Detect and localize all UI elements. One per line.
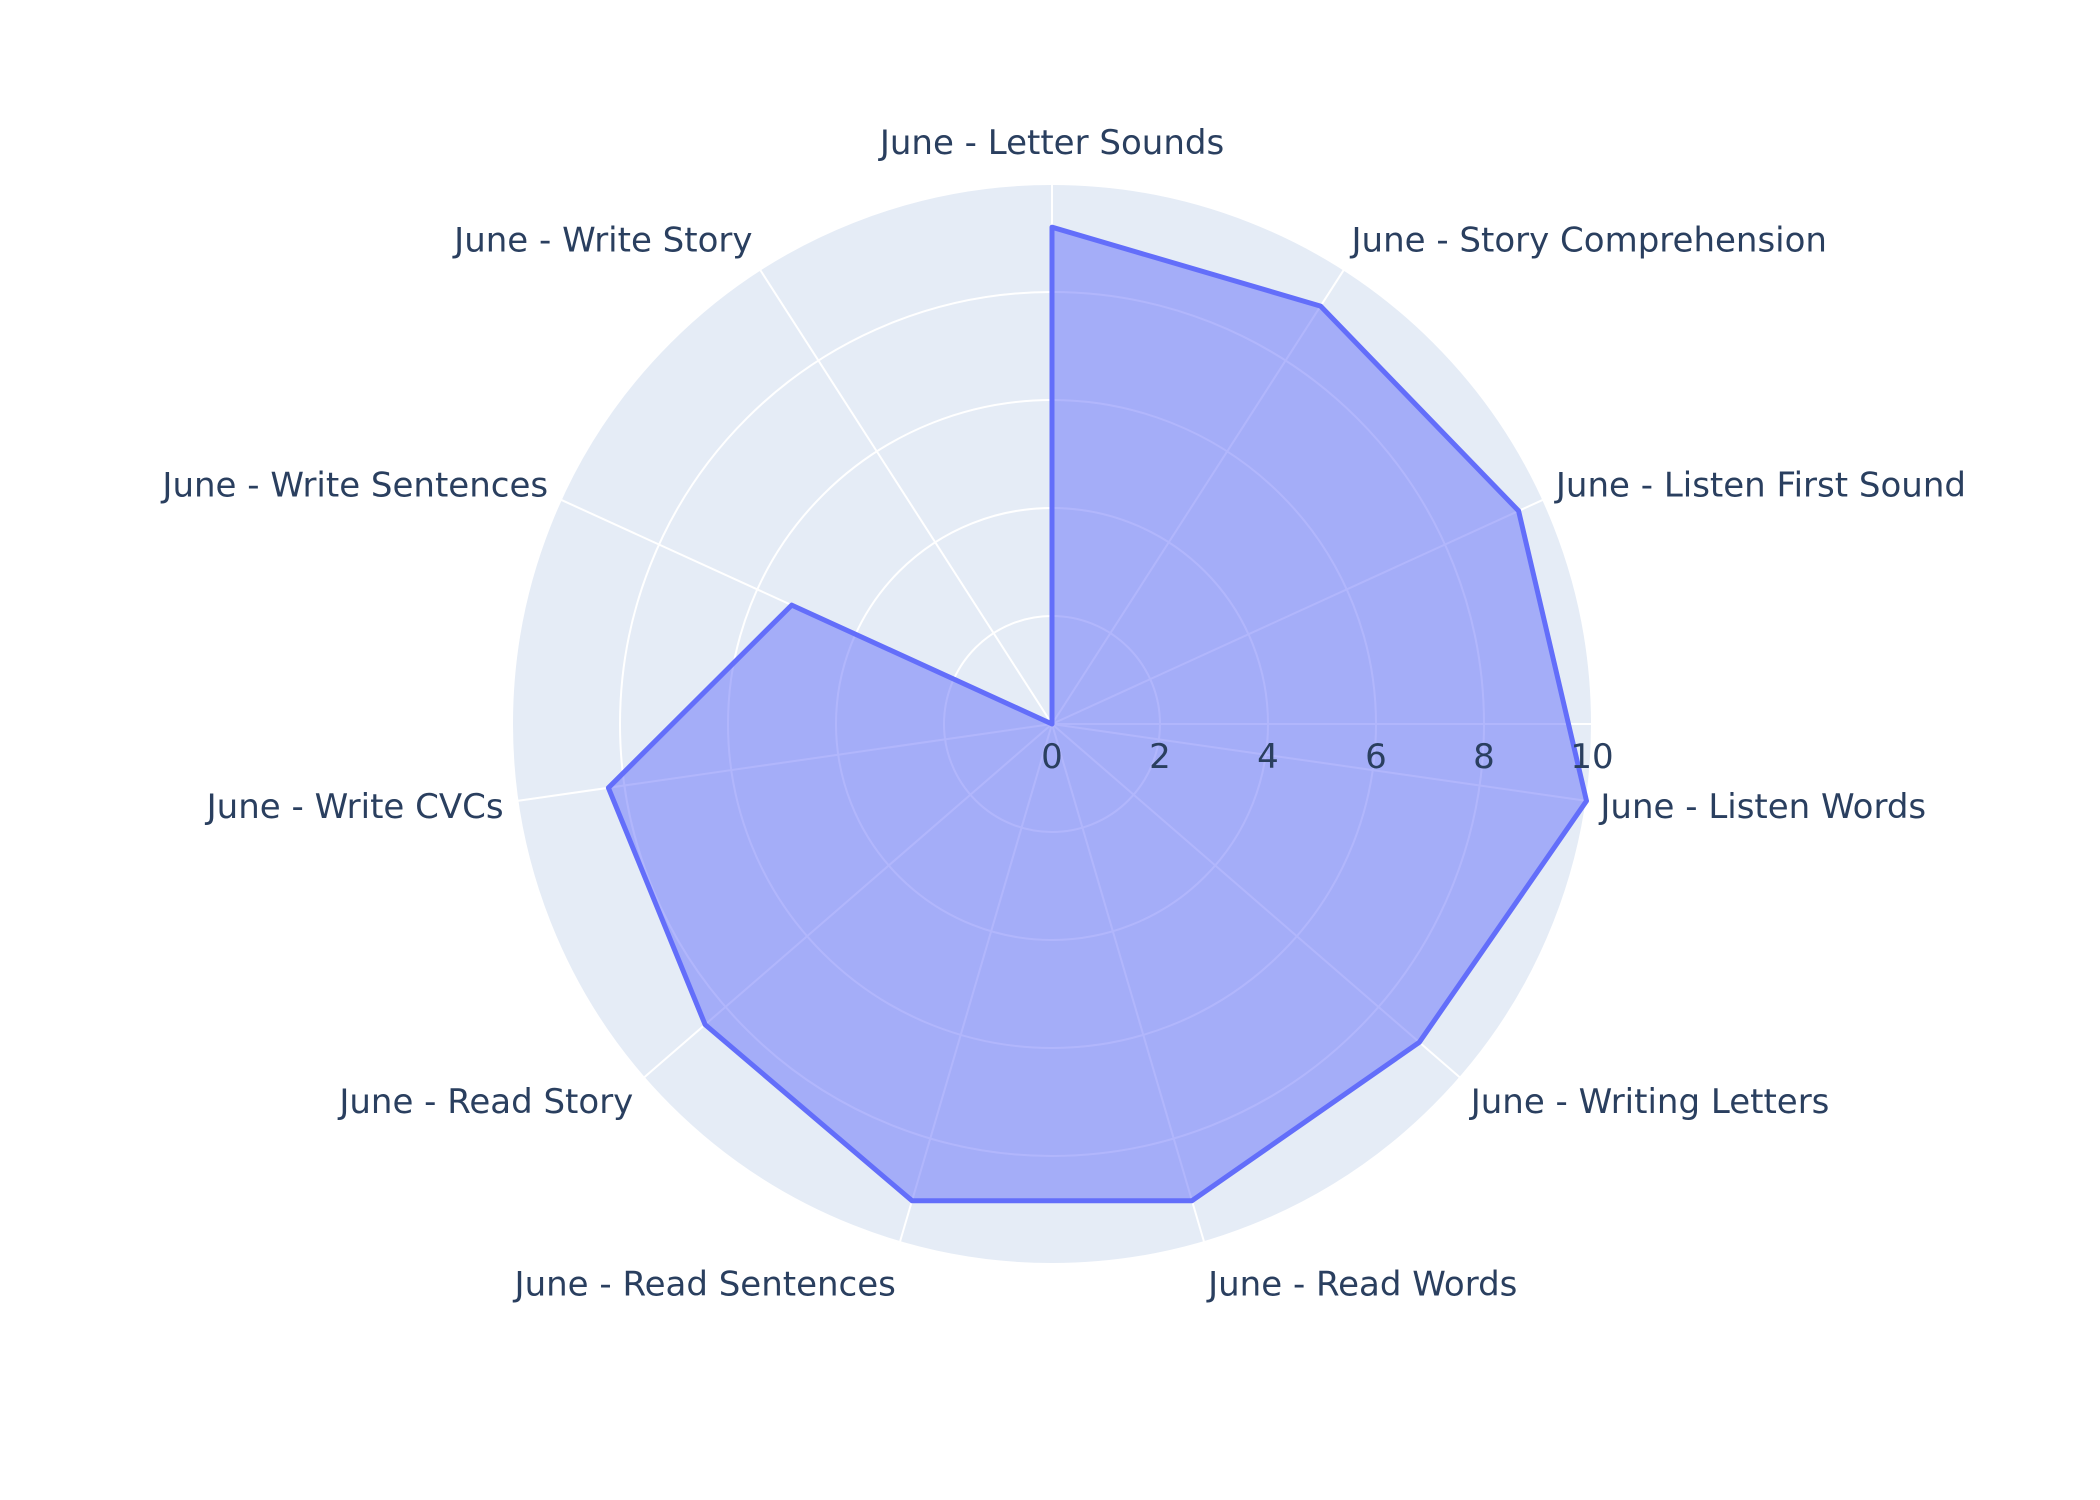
radial-tick-label: 0: [1041, 737, 1063, 777]
category-labels: June - Letter Sounds June - Story Compreh…: [160, 123, 1966, 1305]
radial-tick-label: 6: [1365, 737, 1387, 777]
radial-tick-label: 10: [1570, 737, 1613, 777]
category-label: June - Listen Words: [1598, 787, 1926, 827]
radial-tick-label: 8: [1473, 737, 1495, 777]
category-label: June - Read Words: [1206, 1265, 1517, 1305]
category-label: June - Listen First Sound: [1554, 466, 1966, 506]
grid-spoke: [759, 269, 1053, 725]
radial-tick-label: 2: [1149, 737, 1171, 777]
category-label: June - Read Sentences: [513, 1265, 896, 1305]
series-area: [605, 224, 1589, 1204]
data-trace: [605, 224, 1589, 1204]
category-label: June - Letter Sounds: [878, 123, 1224, 163]
category-label: June - Story Comprehension: [1350, 220, 1827, 260]
category-label: June - Read Story: [337, 1082, 633, 1122]
category-label: June - Write CVCs: [205, 787, 504, 827]
category-label: June - Write Sentences: [160, 466, 548, 506]
category-label: June - Write Story: [452, 220, 752, 260]
radial-tick-label: 4: [1257, 737, 1279, 777]
category-label: June - Writing Letters: [1469, 1082, 1830, 1122]
radial-tick-labels: 0 2 4 6 8 10: [1041, 737, 1613, 777]
